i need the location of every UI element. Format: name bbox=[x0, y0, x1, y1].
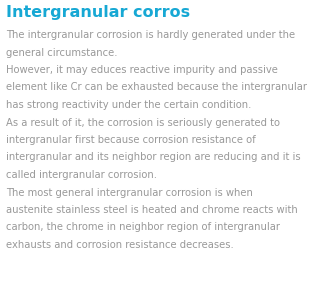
Text: The most general intergranular corrosion is when: The most general intergranular corrosion… bbox=[6, 188, 253, 197]
Text: element like Cr can be exhausted because the intergranular: element like Cr can be exhausted because… bbox=[6, 82, 307, 92]
Text: As a result of it, the corrosion is seriously generated to: As a result of it, the corrosion is seri… bbox=[6, 118, 280, 127]
Text: general circumstance.: general circumstance. bbox=[6, 47, 118, 58]
Text: austenite stainless steel is heated and chrome reacts with: austenite stainless steel is heated and … bbox=[6, 205, 298, 215]
Text: called intergranular corrosion.: called intergranular corrosion. bbox=[6, 170, 157, 180]
Text: However, it may educes reactive impurity and passive: However, it may educes reactive impurity… bbox=[6, 65, 278, 75]
Text: has strong reactivity under the certain condition.: has strong reactivity under the certain … bbox=[6, 100, 251, 110]
Text: carbon, the chrome in neighbor region of intergranular: carbon, the chrome in neighbor region of… bbox=[6, 223, 280, 232]
Text: The intergranular corrosion is hardly generated under the: The intergranular corrosion is hardly ge… bbox=[6, 30, 295, 40]
Text: intergranular and its neighbor region are reducing and it is: intergranular and its neighbor region ar… bbox=[6, 153, 301, 162]
Text: exhausts and corrosion resistance decreases.: exhausts and corrosion resistance decrea… bbox=[6, 240, 234, 250]
Text: Intergranular corros: Intergranular corros bbox=[6, 5, 190, 20]
Text: intergranular first because corrosion resistance of: intergranular first because corrosion re… bbox=[6, 135, 256, 145]
